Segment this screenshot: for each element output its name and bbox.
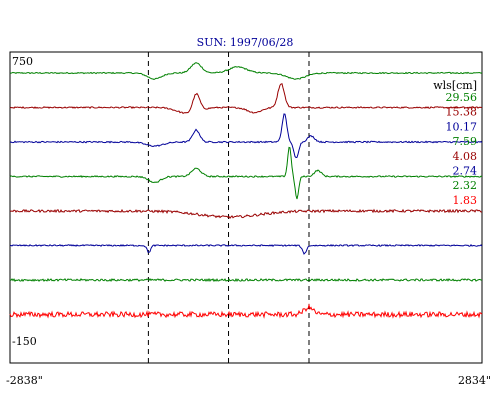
legend-entry-8: 1.83 bbox=[453, 194, 478, 207]
legend-entry-3: 10.17 bbox=[446, 120, 478, 133]
legend-entry-1: 29.56 bbox=[446, 91, 478, 104]
series-traces bbox=[9, 62, 483, 319]
series-line-3 bbox=[9, 113, 483, 159]
x-left-label: -2838" bbox=[6, 374, 43, 387]
series-line-4 bbox=[9, 146, 483, 200]
legend-entry-4: 7.59 bbox=[453, 135, 478, 148]
legend-entry-2: 15.38 bbox=[446, 106, 478, 119]
series-line-6 bbox=[9, 244, 483, 255]
legend-entry-6: 2.74 bbox=[453, 165, 478, 178]
series-line-1 bbox=[9, 62, 483, 80]
legend-header: wls[cm] bbox=[433, 79, 477, 92]
vertical-markers bbox=[147, 52, 310, 363]
chart-title: SUN: 1997/06/28 bbox=[197, 36, 294, 49]
y-top-label: 750 bbox=[12, 55, 33, 68]
y-bottom-label: -150 bbox=[12, 335, 37, 348]
series-line-8 bbox=[9, 303, 483, 319]
x-right-label: 2834" bbox=[458, 374, 491, 387]
plot-frame bbox=[9, 51, 483, 364]
series-line-2 bbox=[9, 83, 483, 115]
series-line-7 bbox=[9, 277, 483, 283]
legend-entry-5: 4.08 bbox=[453, 150, 478, 163]
legend-entry-7: 2.32 bbox=[453, 179, 478, 192]
series-line-5 bbox=[9, 208, 482, 219]
